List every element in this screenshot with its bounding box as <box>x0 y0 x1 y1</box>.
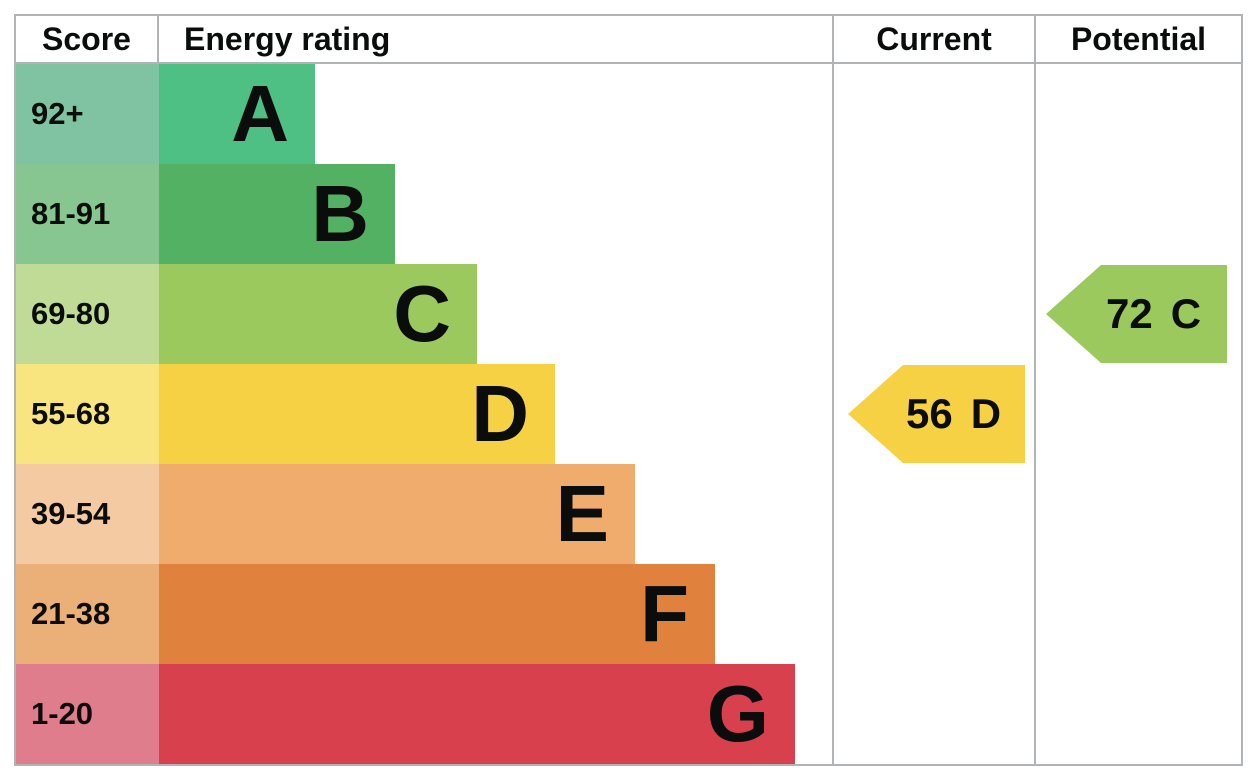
header-current: Current <box>876 21 992 57</box>
band-score-range: 21-38 <box>16 564 159 664</box>
band-row: 92+ A <box>16 64 1241 164</box>
table-border-left <box>14 14 16 766</box>
band-row: 55-68 D <box>16 364 1241 464</box>
band-score-range: 92+ <box>16 64 159 164</box>
band-bar: D <box>159 364 555 464</box>
band-score-range: 69-80 <box>16 264 159 364</box>
band-row: 1-20 G <box>16 664 1241 764</box>
band-bar: B <box>159 164 395 264</box>
current-rating-score: 56 <box>905 390 953 437</box>
potential-column-divider <box>1034 14 1036 766</box>
band-bar: A <box>159 64 315 164</box>
band-row: 69-80 C <box>16 264 1241 364</box>
current-column-divider <box>832 14 834 766</box>
band-letter: C <box>393 269 451 358</box>
band-score-range: 39-54 <box>16 464 159 564</box>
band-letter: E <box>555 469 609 558</box>
table-border-right <box>1241 14 1243 766</box>
band-letter: A <box>231 69 289 158</box>
band-bar: C <box>159 264 477 364</box>
band-row: 21-38 F <box>16 564 1241 664</box>
band-row: 81-91 B <box>16 164 1241 264</box>
band-score-range: 55-68 <box>16 364 159 464</box>
band-bar: G <box>159 664 795 764</box>
band-letter: B <box>311 169 369 258</box>
band-bar: E <box>159 464 635 564</box>
current-rating-letter: D <box>970 390 1002 437</box>
table-border-top <box>14 14 1243 16</box>
band-row: 39-54 E <box>16 464 1241 564</box>
header-bottom-border <box>14 62 1243 64</box>
header-score: Score <box>42 21 131 57</box>
score-column-divider <box>157 14 159 64</box>
band-rows: 92+ A 81-91 B 69-80 C 55-68 D 39-54 <box>16 64 1241 764</box>
potential-rating-score: 72 <box>1105 290 1153 337</box>
potential-rating-letter: C <box>1170 290 1202 337</box>
band-score-range: 81-91 <box>16 164 159 264</box>
band-score-range: 1-20 <box>16 664 159 764</box>
band-bar: F <box>159 564 715 664</box>
table-border-bottom <box>14 764 1243 766</box>
band-letter: D <box>471 369 529 458</box>
band-letter: F <box>640 569 689 658</box>
band-letter: G <box>706 669 769 758</box>
header-energy-rating: Energy rating <box>184 21 391 57</box>
header-potential: Potential <box>1070 21 1207 57</box>
